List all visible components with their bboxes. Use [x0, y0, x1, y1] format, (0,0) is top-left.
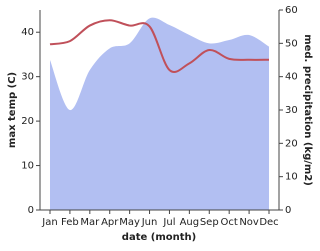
x-tick-label: Jul	[162, 217, 175, 228]
y2-tick-label: 50	[285, 38, 298, 49]
y2-axis-label: med. precipitation (kg/m2)	[302, 34, 313, 186]
chart: date (month) max temp (C) med. precipita…	[7, 5, 313, 243]
y-tick-label: 0	[28, 205, 34, 216]
y2-tick-label: 20	[285, 138, 298, 149]
x-tick-label: Mar	[80, 217, 100, 228]
y2-tick-label: 30	[285, 105, 298, 116]
y2-tick-label: 10	[285, 172, 298, 183]
x-tick-label: May	[119, 217, 140, 228]
x-tick-label: Apr	[101, 217, 119, 228]
y-tick-label: 20	[21, 116, 34, 127]
y2-tick-label: 40	[285, 72, 298, 83]
y-axis-label: max temp (C)	[7, 72, 18, 148]
x-axis-label: date (month)	[122, 232, 196, 243]
y-tick-label: 30	[21, 72, 34, 83]
x-tick-label: Dec	[259, 217, 278, 228]
temperature-line	[49, 19, 270, 74]
precipitation-area	[50, 17, 269, 211]
x-tick-label: Feb	[61, 217, 79, 228]
x-tick-label: Nov	[239, 217, 259, 228]
y2-tick-label: 0	[285, 205, 291, 216]
x-tick-label: Oct	[221, 217, 238, 228]
y2-tick-label: 60	[285, 5, 298, 16]
y-tick-label: 40	[21, 27, 34, 38]
x-tick-label: Sep	[200, 217, 219, 228]
y-tick-label: 10	[21, 161, 34, 172]
x-tick-label: Jan	[41, 217, 57, 228]
x-tick-label: Aug	[180, 217, 200, 228]
x-tick-label: Jun	[141, 217, 158, 228]
